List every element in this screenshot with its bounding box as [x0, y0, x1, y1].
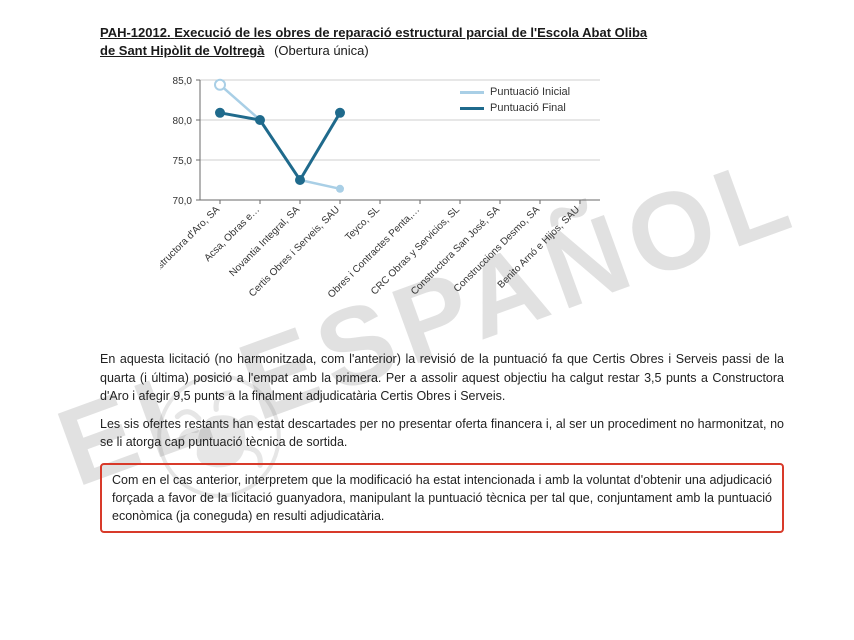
ytick-label: 75,0 — [173, 156, 193, 167]
title-code: PAH-12012. — [100, 25, 171, 40]
title-subtitle: (Obertura única) — [274, 43, 369, 58]
series-final-marker — [295, 175, 305, 185]
chart-legend: Puntuació Inicial Puntuació Final — [460, 84, 570, 116]
paragraph-3: Com en el cas anterior, interpretem que … — [112, 471, 772, 525]
legend-item-initial: Puntuació Inicial — [460, 84, 570, 100]
document-page: PAH-12012. Execució de les obres de repa… — [0, 0, 854, 553]
ytick-label: 80,0 — [173, 116, 193, 127]
ytick-label: 70,0 — [173, 196, 193, 207]
xtick-label: Novantia Integral, SA — [228, 204, 303, 279]
title-line1: Execució de les obres de reparació estru… — [174, 25, 647, 40]
series-initial-marker — [215, 80, 225, 90]
xtick-label: Teyco, SL — [343, 204, 382, 243]
ytick-label: 85,0 — [173, 76, 193, 87]
xtick-label: Constructora d'Aro, SA — [160, 204, 222, 284]
title-line2: de Sant Hipòlit de Voltregà — [100, 43, 264, 58]
scores-chart: 85,0 80,0 75,0 70,0 — [160, 70, 710, 340]
xtick-label: Benito Arnó e Hijos, SAU — [496, 205, 582, 291]
series-final-marker — [335, 108, 345, 118]
highlighted-conclusion-box: Com en el cas anterior, interpretem que … — [100, 463, 784, 533]
paragraph-2: Les sis ofertes restants han estat desca… — [100, 415, 784, 451]
chart-svg: 85,0 80,0 75,0 70,0 — [160, 70, 710, 340]
legend-item-final: Puntuació Final — [460, 100, 570, 116]
series-initial-line — [220, 85, 340, 189]
series-initial-marker — [336, 185, 344, 193]
series-final-line — [220, 113, 340, 180]
paragraph-1: En aquesta licitació (no harmonitzada, c… — [100, 350, 784, 404]
legend-label: Puntuació Inicial — [490, 86, 570, 98]
series-final-marker — [215, 108, 225, 118]
legend-swatch-icon — [460, 107, 484, 110]
series-final-marker — [255, 115, 265, 125]
legend-swatch-icon — [460, 91, 484, 94]
legend-label: Puntuació Final — [490, 102, 566, 114]
document-title: PAH-12012. Execució de les obres de repa… — [100, 24, 784, 60]
